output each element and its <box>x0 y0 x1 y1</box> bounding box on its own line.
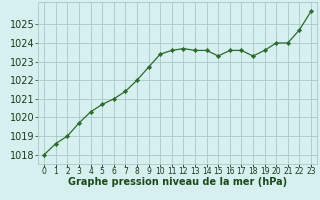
X-axis label: Graphe pression niveau de la mer (hPa): Graphe pression niveau de la mer (hPa) <box>68 177 287 187</box>
